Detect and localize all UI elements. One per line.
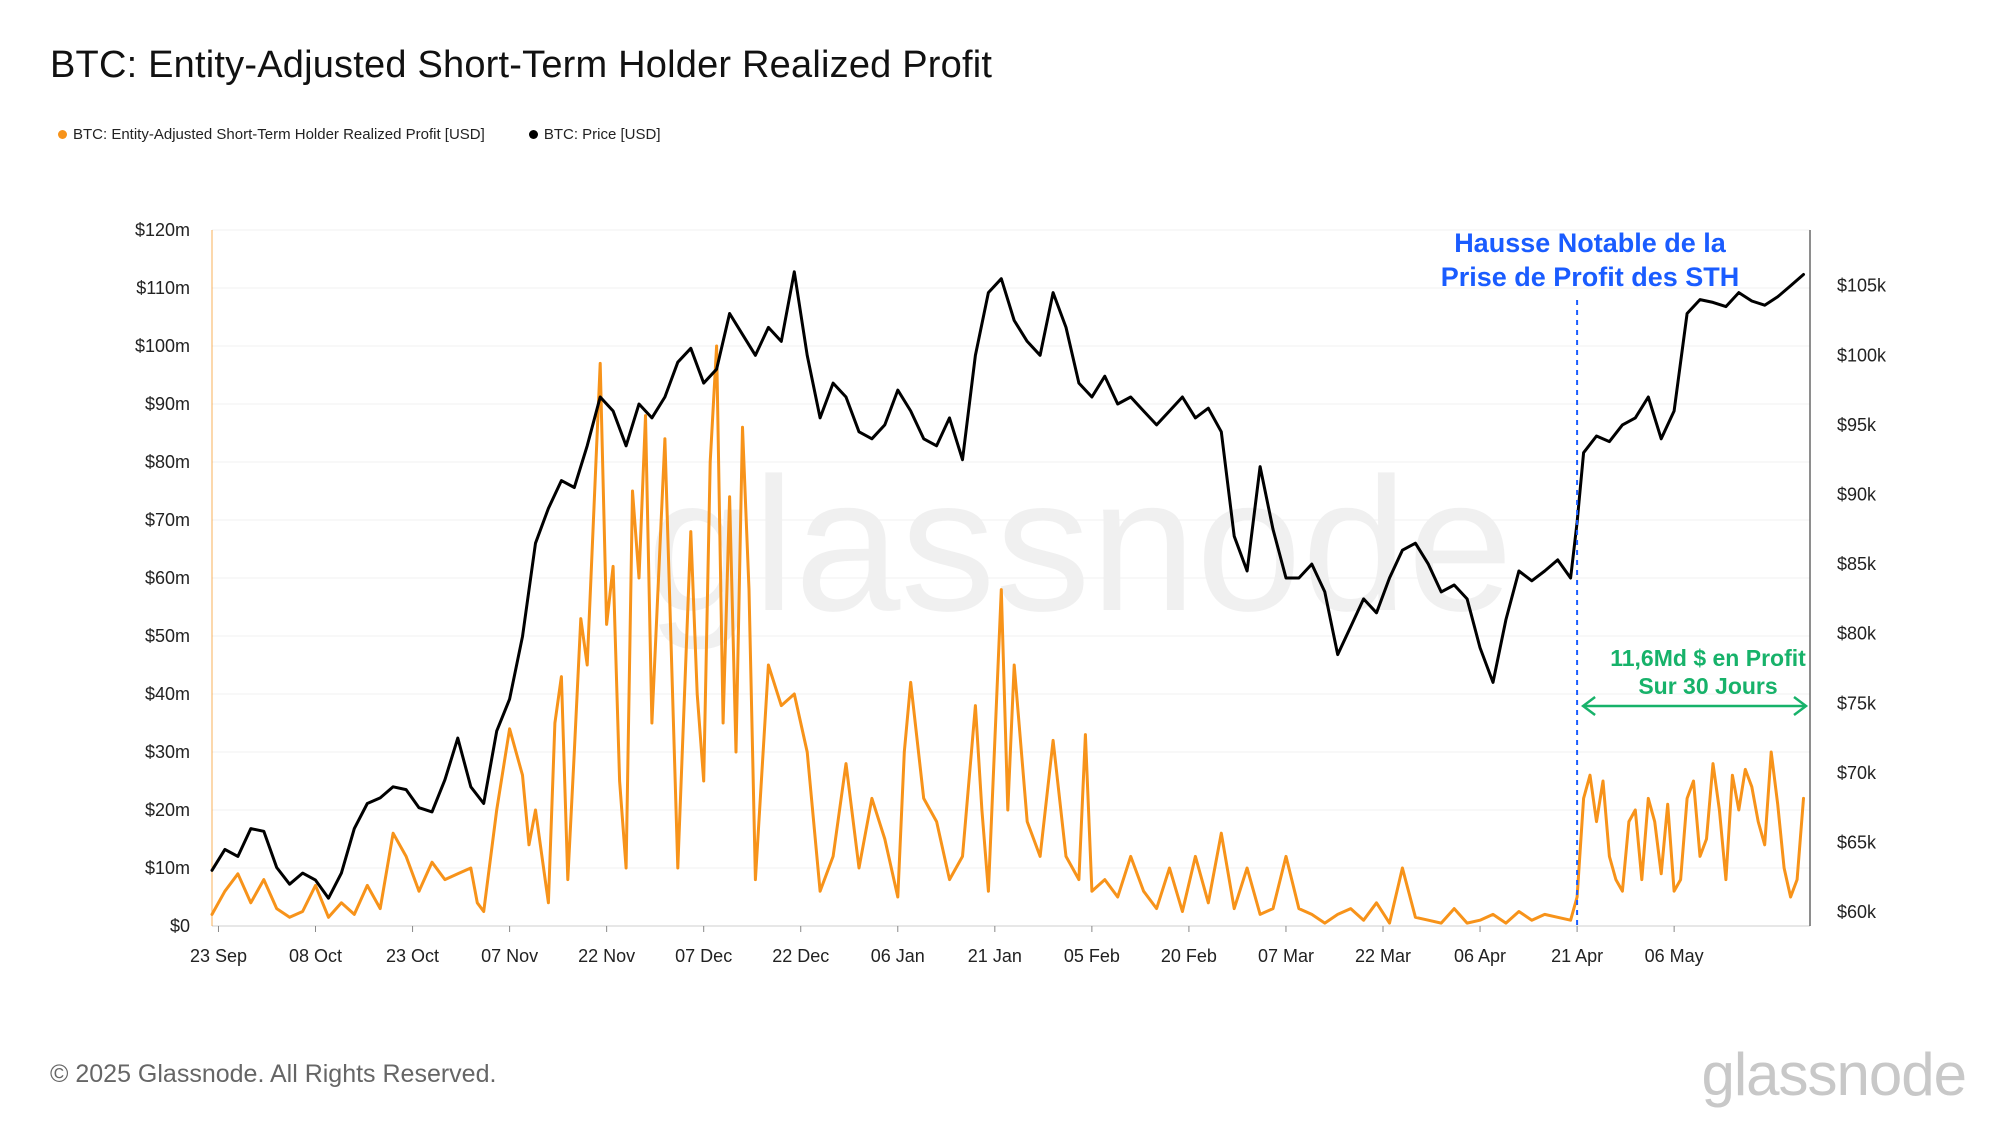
x-tick-label: 21 Apr	[1551, 946, 1603, 966]
annotation-green-text: Sur 30 Jours	[1638, 673, 1777, 699]
chart-watermark: glassnode	[647, 439, 1513, 651]
x-tick-label: 21 Jan	[968, 946, 1022, 966]
left-tick-label: $110m	[136, 278, 190, 298]
right-tick-label: $85k	[1837, 554, 1877, 574]
x-tick-label: 07 Nov	[481, 946, 538, 966]
right-tick-label: $100k	[1837, 345, 1887, 365]
x-tick-label: 22 Mar	[1355, 946, 1411, 966]
right-tick-label: $105k	[1837, 276, 1887, 296]
left-axis: $0 $10m $20m $30m $40m $50m $60m $70m $80m $90m $1…	[135, 220, 212, 936]
x-tick-label: 23 Oct	[386, 946, 439, 966]
right-tick-label: $95k	[1837, 415, 1877, 435]
x-tick-label: 06 Jan	[871, 946, 925, 966]
x-tick-label: 06 Apr	[1454, 946, 1506, 966]
x-tick-label: 22 Dec	[772, 946, 829, 966]
left-tick-label: $20m	[145, 800, 190, 820]
left-tick-label: $70m	[145, 510, 190, 530]
x-tick-label: 05 Feb	[1064, 946, 1120, 966]
x-tick-label: 07 Mar	[1258, 946, 1314, 966]
left-tick-label: $60m	[145, 568, 190, 588]
left-tick-label: $120m	[135, 220, 190, 240]
brand-logo: glassnode	[1701, 1040, 1966, 1109]
x-tick-label: 07 Dec	[675, 946, 732, 966]
right-tick-label: $80k	[1837, 624, 1877, 644]
right-tick-label: $60k	[1837, 902, 1877, 922]
left-tick-label: $40m	[145, 684, 190, 704]
left-tick-label: $100m	[135, 336, 190, 356]
right-axis: $60k $65k $70k $75k $80k $85k $90k $95k $100k $10…	[1810, 230, 1887, 926]
left-tick-label: $50m	[145, 626, 190, 646]
annotation-blue-text: Prise de Profit des STH	[1441, 262, 1740, 292]
left-tick-label: $30m	[145, 742, 190, 762]
x-tick-label: 23 Sep	[190, 946, 247, 966]
x-tick-label: 20 Feb	[1161, 946, 1217, 966]
left-tick-label: $90m	[145, 394, 190, 414]
x-tick-label: 06 May	[1645, 946, 1704, 966]
right-tick-label: $70k	[1837, 763, 1877, 783]
copyright-footer: © 2025 Glassnode. All Rights Reserved.	[50, 1060, 496, 1089]
x-axis: 23 Sep 08 Oct 23 Oct 07 Nov 22 Nov 07 Dec 22 D…	[190, 926, 1704, 966]
right-tick-label: $65k	[1837, 832, 1877, 852]
x-tick-label: 08 Oct	[289, 946, 342, 966]
left-tick-label: $0	[170, 916, 190, 936]
right-tick-label: $90k	[1837, 484, 1877, 504]
annotation-green-text: 11,6Md $ en Profit	[1610, 645, 1806, 671]
right-tick-label: $75k	[1837, 693, 1877, 713]
left-tick-label: $80m	[145, 452, 190, 472]
left-tick-label: $10m	[145, 858, 190, 878]
x-tick-label: 22 Nov	[578, 946, 635, 966]
annotation-blue-text: Hausse Notable de la	[1454, 228, 1727, 258]
chart: glassnode $0 $10m $20m $30m $40m $50m $60m $70m…	[0, 0, 2000, 1125]
